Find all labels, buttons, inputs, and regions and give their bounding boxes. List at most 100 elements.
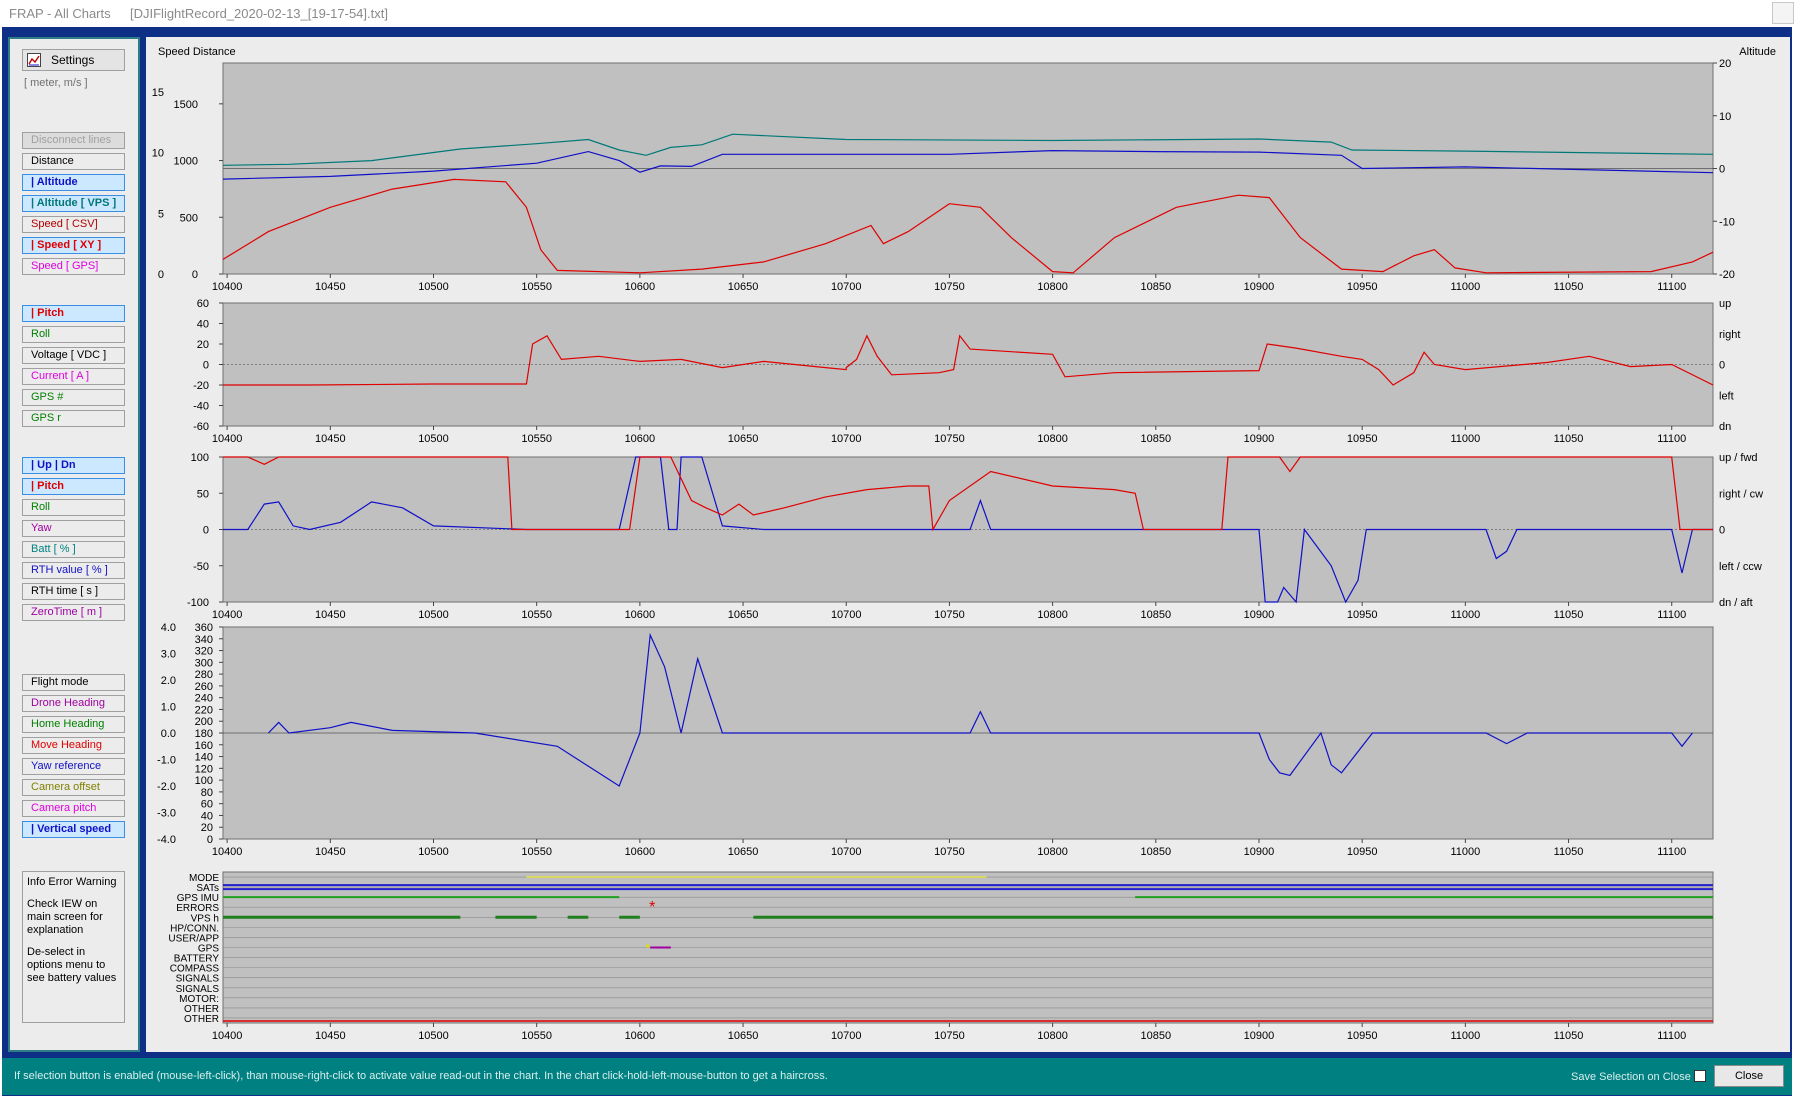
x-tick-label: 10700 [831,609,862,621]
series-button-camera-pitch[interactable]: Camera pitch [22,800,125,817]
iew-row-label: SIGNALS [176,984,220,995]
speed-tick-label: 0 [158,269,164,281]
x-tick-label: 10800 [1037,609,1068,621]
x-tick-label: 10750 [934,433,965,445]
x-tick-label: 10800 [1037,1030,1068,1042]
heading-tick-label: 100 [195,775,213,787]
x-tick-label: 10500 [418,1030,449,1042]
series-button-gps[interactable]: GPS # [22,389,125,406]
vertical-speed-tick-label: -3.0 [157,808,176,820]
x-tick-label: 10700 [831,1030,862,1042]
series-button-altitude[interactable]: | Altitude [22,174,125,191]
distance-tick-label: 1000 [174,156,198,168]
series-button-drone-heading[interactable]: Drone Heading [22,695,125,712]
heading-tick-label: 80 [201,787,213,799]
settings-button[interactable]: Settings [22,49,125,71]
series-button-up-dn[interactable]: | Up | Dn [22,457,125,474]
speed-tick-label: 15 [152,87,164,99]
series-button-pitch[interactable]: | Pitch [22,478,125,495]
series-button-zerotime-m[interactable]: ZeroTime [ m ] [22,604,125,621]
series-button-vertical-speed[interactable]: | Vertical speed [22,821,125,838]
x-tick-label: 10450 [315,281,346,293]
series-line-1 [223,456,1713,532]
info-error-warning-box: Info Error Warning Check IEW on main scr… [22,871,125,1023]
x-tick-label: 11100 [1657,1030,1686,1042]
series-button-voltage-vdc[interactable]: Voltage [ VDC ] [22,347,125,364]
series-line-0 [223,456,1713,604]
heading-tick-label: 60 [201,799,213,811]
x-tick-label: 11050 [1554,1030,1584,1042]
vertical-speed-tick-label: -4.0 [157,834,176,846]
series-button-gps-r[interactable]: GPS r [22,410,125,427]
series-button-yaw[interactable]: Yaw [22,520,125,537]
series-button-speed-gps[interactable]: Speed [ GPS] [22,258,125,275]
series-button-batt[interactable]: Batt [ % ] [22,541,125,558]
close-button[interactable]: Close [1714,1065,1784,1087]
right-axis-label: left / ccw [1719,561,1762,573]
y-tick-label: 0 [203,525,209,537]
series-button-home-heading[interactable]: Home Heading [22,716,125,733]
heading-tick-label: 0 [207,834,213,846]
series-button-speed-csv[interactable]: Speed [ CSV] [22,216,125,233]
x-tick-label: 10900 [1244,609,1275,621]
error-marker: * [649,899,655,916]
series-line-0 [267,632,1693,787]
right-axis-label: right / cw [1719,488,1763,500]
x-tick-label: 10950 [1347,1030,1378,1042]
x-tick-label: 11000 [1450,281,1480,293]
heading-tick-label: 280 [195,669,213,681]
x-tick-label: 11100 [1657,609,1686,621]
x-tick-label: 10900 [1244,433,1275,445]
iew-row-label: SIGNALS [176,974,220,985]
series-button-speed-xy[interactable]: | Speed [ XY ] [22,237,125,254]
altitude-tick-label: 0 [1719,164,1725,176]
y-tick-label: -50 [193,561,209,573]
iew-row-label: MOTOR: [179,994,219,1005]
series-button-camera-offset[interactable]: Camera offset [22,779,125,796]
series-button-roll[interactable]: Roll [22,326,125,343]
iew-row-label: GPS [198,944,219,955]
x-tick-label: 11050 [1554,846,1584,858]
series-button-disconnect-lines[interactable]: Disconnect lines [22,132,125,149]
x-tick-label: 10750 [934,609,965,621]
series-button-current-a[interactable]: Current [ A ] [22,368,125,385]
x-tick-label: 11100 [1657,846,1686,858]
save-selection-checkbox[interactable] [1694,1070,1706,1082]
series-button-distance[interactable]: Distance [22,153,125,170]
x-tick-label: 10650 [728,433,759,445]
right-axis-label: right [1719,329,1740,341]
x-tick-label: 10900 [1244,846,1275,858]
x-tick-label: 10450 [315,1030,346,1042]
right-axis-label: dn [1719,421,1731,433]
series-button-move-heading[interactable]: Move Heading [22,737,125,754]
heading-tick-label: 320 [195,646,213,658]
x-tick-label: 10650 [728,609,759,621]
vertical-speed-tick-label: -1.0 [157,755,176,767]
series-button-pitch[interactable]: | Pitch [22,305,125,322]
y-tick-label: 50 [197,488,209,500]
y-tick-label: 20 [197,339,209,351]
info-text-1: Check IEW on main screen for explanation [27,898,103,936]
vertical-speed-tick-label: 2.0 [161,675,176,687]
iew-row-label: GPS IMU [177,893,219,904]
heading-tick-label: 220 [195,704,213,716]
info-title: Info Error Warning [27,876,117,888]
series-button-rth-time-s[interactable]: RTH time [ s ] [22,583,125,600]
y-tick-label: -100 [187,597,209,609]
series-line-1 [222,149,1714,180]
heading-tick-label: 300 [195,657,213,669]
window-title: FRAP - All Charts [9,6,111,21]
y-tick-label: -40 [193,401,209,413]
window-control-button[interactable] [1772,2,1794,24]
heading-tick-label: 120 [195,763,213,775]
gps-warning-marker [646,944,650,948]
y-axis-label-right: Altitude [1739,46,1776,58]
x-tick-label: 10950 [1347,609,1378,621]
series-button-rth-value[interactable]: RTH value [ % ] [22,562,125,579]
series-button-altitude-vps[interactable]: | Altitude [ VPS ] [22,195,125,212]
series-button-yaw-reference[interactable]: Yaw reference [22,758,125,775]
series-button-roll[interactable]: Roll [22,499,125,516]
heading-tick-label: 180 [195,728,213,740]
charts-svg[interactable]: Speed Distance Altitude051015050010001500… [146,37,1790,1052]
series-button-flight-mode[interactable]: Flight mode [22,674,125,691]
